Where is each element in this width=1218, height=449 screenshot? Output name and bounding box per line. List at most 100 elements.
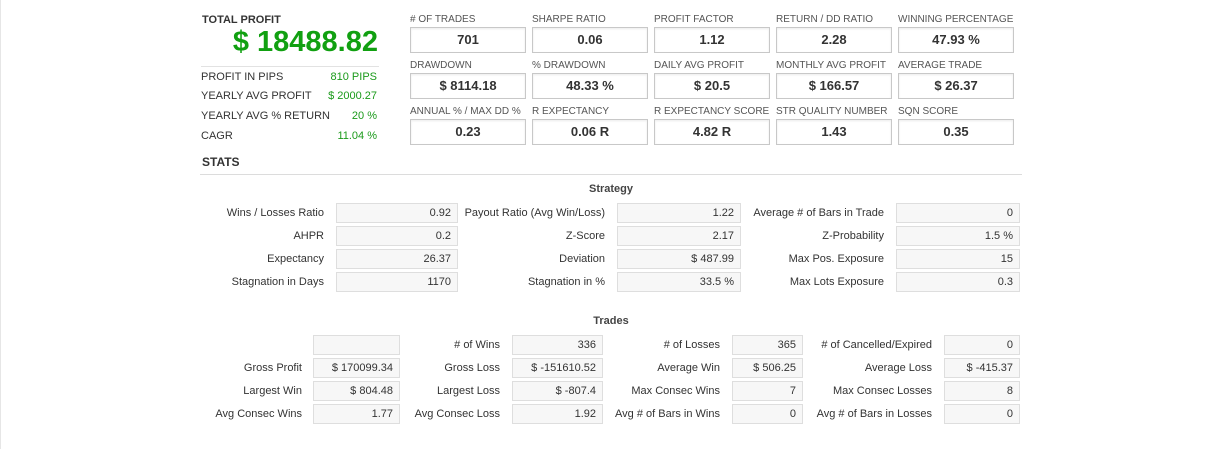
metric-label: % DRAWDOWN [532, 60, 606, 71]
trades-label: Avg # of Bars in Losses [816, 408, 932, 420]
metric-label: # OF TRADES [410, 14, 476, 25]
total-profit-label: TOTAL PROFIT [202, 14, 281, 26]
metric-value: 4.82 R [654, 119, 770, 145]
metric-str-quality-number: STR QUALITY NUMBER 1.43 [776, 106, 894, 145]
summary-row-yearly-avg-return: YEARLY AVG % RETURN 20 % [201, 106, 379, 126]
metric-value: $ 8114.18 [410, 73, 526, 99]
metric-label: MONTHLY AVG PROFIT [776, 60, 887, 71]
strategy-value: 0.92 [336, 203, 458, 223]
metric-value: $ 20.5 [654, 73, 770, 99]
summary-row-cagr: CAGR 11.04 % [201, 126, 379, 146]
strategy-label: AHPR [293, 230, 324, 242]
metric-value: 1.12 [654, 27, 770, 53]
metric-value: 0.35 [898, 119, 1014, 145]
summary-label: YEARLY AVG PROFIT [201, 90, 312, 102]
metric-daily-avg-profit: DAILY AVG PROFIT $ 20.5 [654, 60, 772, 99]
strategy-label: Wins / Losses Ratio [226, 207, 324, 219]
metric-value: $ 166.57 [776, 73, 892, 99]
strategy-label: Payout Ratio (Avg Win/Loss) [464, 207, 605, 219]
strategy-value: 2.17 [617, 226, 741, 246]
metric-label: AVERAGE TRADE [898, 60, 983, 71]
trades-value: $ -415.37 [944, 358, 1020, 378]
trades-value: $ 804.48 [313, 381, 400, 401]
strategy-value: $ 487.99 [617, 249, 741, 269]
metric-label: PROFIT FACTOR [654, 14, 734, 25]
trades-label: Largest Loss [437, 385, 500, 397]
metric-value: $ 26.37 [898, 73, 1014, 99]
summary-label: PROFIT IN PIPS [201, 71, 284, 83]
trades-value: $ -151610.52 [512, 358, 603, 378]
metric-profit-factor: PROFIT FACTOR 1.12 [654, 14, 772, 53]
trades-label: Gross Loss [444, 362, 500, 374]
metric-value: 0.23 [410, 119, 526, 145]
metric-value: 2.28 [776, 27, 892, 53]
metric-label: STR QUALITY NUMBER [776, 106, 888, 117]
strategy-label: Deviation [559, 253, 605, 265]
stats-divider [200, 174, 1022, 175]
metric-label: SHARPE RATIO [532, 14, 606, 25]
metric-sqn-score: SQN SCORE 0.35 [898, 106, 1016, 145]
total-profit-value: $ 18488.82 [232, 26, 378, 58]
trades-value: 1.92 [512, 404, 603, 424]
summary-label: YEARLY AVG % RETURN [201, 110, 330, 122]
metric-value: 47.93 % [898, 27, 1014, 53]
strategy-label: Stagnation in Days [231, 276, 324, 288]
trades-value: $ -807.4 [512, 381, 603, 401]
summary-row-profit-in-pips: PROFIT IN PIPS 810 PIPS [201, 66, 379, 86]
strategy-label: Z-Score [565, 230, 605, 242]
strategy-value: 1.22 [617, 203, 741, 223]
trades-value [313, 335, 400, 355]
metric-return-dd-ratio: RETURN / DD RATIO 2.28 [776, 14, 894, 53]
strategy-title: Strategy [588, 183, 634, 195]
trades-label: Avg Consec Loss [414, 408, 500, 420]
metric-percent-drawdown: % DRAWDOWN 48.33 % [532, 60, 650, 99]
trades-label [200, 336, 302, 354]
trades-value: 0 [732, 404, 803, 424]
metric-value: 0.06 [532, 27, 648, 53]
trades-label: Avg # of Bars in Wins [615, 408, 720, 420]
summary-row-yearly-avg-profit: YEARLY AVG PROFIT $ 2000.27 [201, 86, 379, 106]
metric-label: R EXPECTANCY [532, 106, 610, 117]
metric-annual-max-dd: ANNUAL % / MAX DD % 0.23 [410, 106, 528, 145]
metric-sharpe-ratio: SHARPE RATIO 0.06 [532, 14, 650, 53]
metric-label: RETURN / DD RATIO [776, 14, 874, 25]
metric-label: DRAWDOWN [410, 60, 472, 71]
left-border [0, 0, 1, 449]
trades-label: Gross Profit [243, 362, 302, 374]
metric-value: 0.06 R [532, 119, 648, 145]
summary-value: $ 2000.27 [328, 90, 377, 102]
metric-r-expectancy-score: R EXPECTANCY SCORE 4.82 R [654, 106, 772, 145]
trades-value: 365 [732, 335, 803, 355]
strategy-value: 33.5 % [617, 272, 741, 292]
metric-drawdown: DRAWDOWN $ 8114.18 [410, 60, 528, 99]
strategy-label: Stagnation in % [527, 276, 605, 288]
trades-value: $ 506.25 [732, 358, 803, 378]
metric-value: 48.33 % [532, 73, 648, 99]
strategy-value: 0.3 [896, 272, 1020, 292]
trades-value: 336 [512, 335, 603, 355]
strategy-value: 0 [896, 203, 1020, 223]
trades-label: Max Consec Wins [631, 385, 720, 397]
stats-title: STATS [202, 155, 240, 169]
strategy-value: 0.2 [336, 226, 458, 246]
metric-label: R EXPECTANCY SCORE [654, 106, 770, 117]
trades-label: Avg Consec Wins [215, 408, 302, 420]
metric-value: 701 [410, 27, 526, 53]
metric-label: WINNING PERCENTAGE [898, 14, 1014, 25]
trades-label: Largest Win [243, 385, 302, 397]
strategy-value: 26.37 [336, 249, 458, 269]
trades-label: # of Cancelled/Expired [821, 339, 932, 351]
strategy-value: 1.5 % [896, 226, 1020, 246]
summary-value: 20 % [351, 110, 377, 122]
trades-value: 0 [944, 335, 1020, 355]
trades-label: Average Win [657, 362, 720, 374]
strategy-label: Max Lots Exposure [789, 276, 884, 288]
strategy-label: Average # of Bars in Trade [753, 207, 884, 219]
strategy-label: Z-Probability [822, 230, 884, 242]
metric-average-trade: AVERAGE TRADE $ 26.37 [898, 60, 1016, 99]
trades-title: Trades [593, 315, 629, 327]
summary-value: 11.04 % [337, 130, 377, 142]
metric-winning-percentage: WINNING PERCENTAGE 47.93 % [898, 14, 1016, 53]
trades-value: 8 [944, 381, 1020, 401]
trades-value: 0 [944, 404, 1020, 424]
